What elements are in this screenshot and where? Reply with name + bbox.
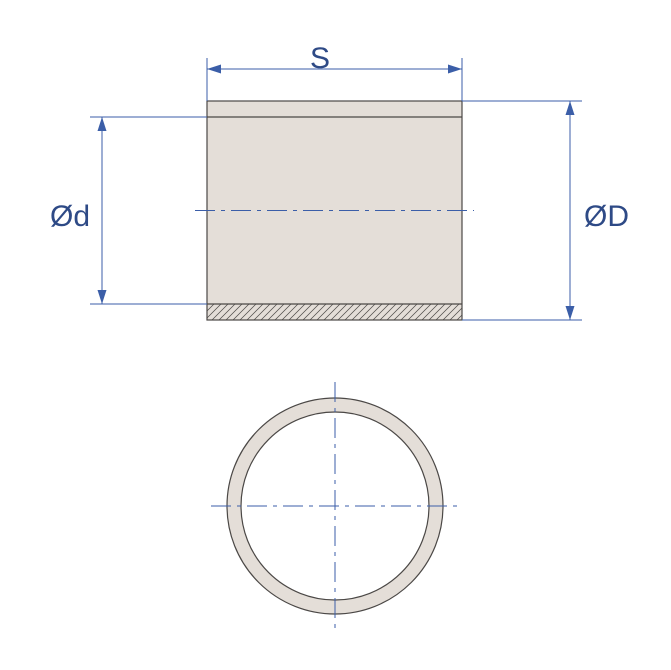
svg-text:S: S xyxy=(310,42,330,75)
svg-text:ØD: ØD xyxy=(584,200,629,233)
dim-outer-diameter: ØD xyxy=(462,101,629,320)
side-view: S ØD Ød xyxy=(50,42,629,320)
dim-inner-diameter: Ød xyxy=(50,117,207,304)
top-view xyxy=(211,382,459,630)
svg-text:Ød: Ød xyxy=(50,200,90,233)
dim-length: S xyxy=(207,42,462,101)
bushing-drawing: S ØD Ød xyxy=(0,0,671,670)
